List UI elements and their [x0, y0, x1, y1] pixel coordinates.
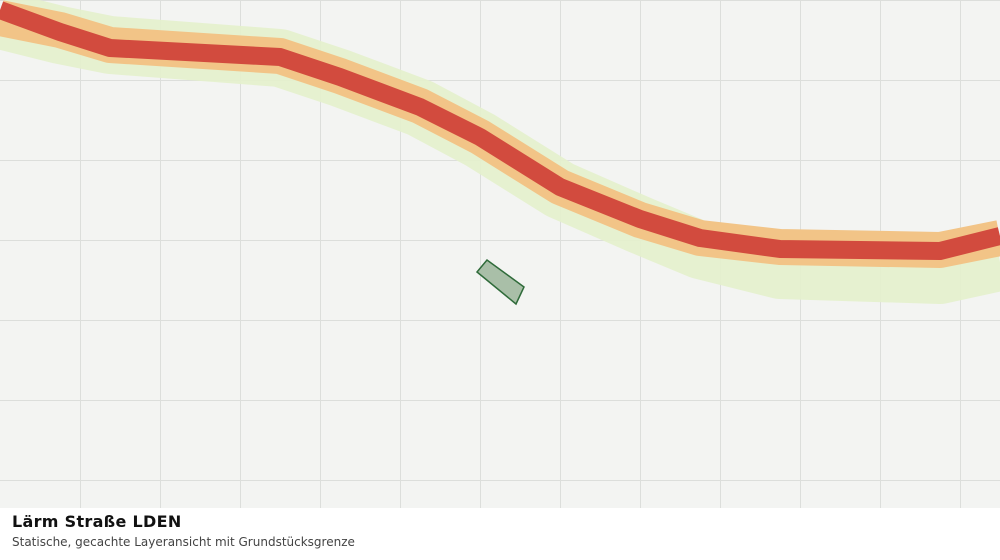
caption: Lärm Straße LDEN Statische, gecachte Lay…	[12, 512, 355, 549]
map-canvas	[0, 0, 1000, 508]
map-title: Lärm Straße LDEN	[12, 512, 182, 531]
noise-band-high	[0, 1, 1000, 260]
map-subtitle: Statische, gecachte Layeransicht mit Gru…	[12, 535, 355, 549]
noise-layer	[0, 0, 1000, 304]
parcel-boundary	[475, 258, 525, 306]
